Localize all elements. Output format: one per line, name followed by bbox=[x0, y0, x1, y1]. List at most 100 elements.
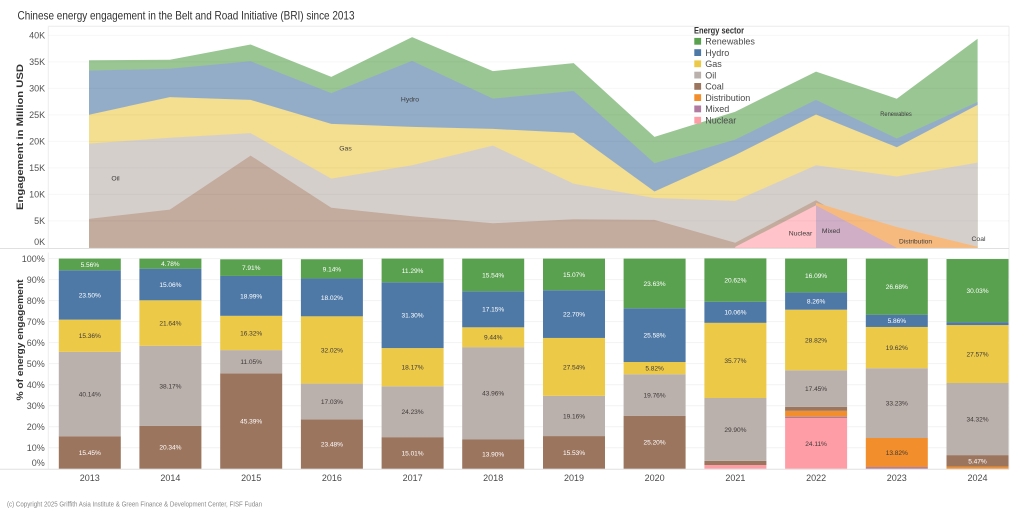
svg-text:Mixed: Mixed bbox=[822, 228, 840, 235]
svg-text:19.76%: 19.76% bbox=[644, 392, 666, 399]
svg-text:2020: 2020 bbox=[645, 473, 665, 483]
svg-text:22.70%: 22.70% bbox=[563, 312, 585, 319]
svg-text:17.45%: 17.45% bbox=[805, 386, 827, 393]
svg-text:2019: 2019 bbox=[564, 473, 584, 483]
svg-text:32.02%: 32.02% bbox=[321, 347, 343, 354]
svg-text:15K: 15K bbox=[29, 163, 45, 173]
svg-text:25K: 25K bbox=[29, 110, 45, 120]
svg-text:16.32%: 16.32% bbox=[240, 330, 262, 337]
svg-text:30.03%: 30.03% bbox=[966, 288, 988, 295]
svg-text:90%: 90% bbox=[27, 275, 45, 285]
svg-text:Distribution: Distribution bbox=[899, 238, 932, 245]
svg-text:40K: 40K bbox=[29, 31, 45, 41]
svg-text:20.62%: 20.62% bbox=[724, 278, 746, 285]
svg-text:15.06%: 15.06% bbox=[159, 282, 181, 289]
svg-text:33.23%: 33.23% bbox=[886, 401, 908, 408]
svg-text:34.32%: 34.32% bbox=[966, 417, 988, 424]
svg-text:20.34%: 20.34% bbox=[159, 445, 181, 452]
svg-text:24.11%: 24.11% bbox=[805, 441, 827, 448]
svg-text:23.48%: 23.48% bbox=[321, 441, 343, 448]
svg-text:7.91%: 7.91% bbox=[242, 265, 261, 272]
svg-text:16.09%: 16.09% bbox=[805, 273, 827, 280]
svg-text:Mixed: Mixed bbox=[705, 104, 729, 114]
svg-text:28.82%: 28.82% bbox=[805, 337, 827, 344]
svg-text:45.39%: 45.39% bbox=[240, 418, 262, 425]
svg-text:9.44%: 9.44% bbox=[484, 335, 503, 342]
svg-text:13.90%: 13.90% bbox=[482, 452, 504, 459]
svg-text:Oil: Oil bbox=[705, 70, 716, 80]
svg-text:35K: 35K bbox=[29, 57, 45, 67]
svg-text:23.50%: 23.50% bbox=[79, 292, 101, 299]
svg-text:15.54%: 15.54% bbox=[482, 272, 504, 279]
svg-text:18.02%: 18.02% bbox=[321, 295, 343, 302]
svg-text:25.20%: 25.20% bbox=[644, 440, 666, 447]
svg-text:27.57%: 27.57% bbox=[966, 351, 988, 358]
svg-text:10.06%: 10.06% bbox=[724, 310, 746, 317]
svg-text:2018: 2018 bbox=[483, 473, 503, 483]
svg-text:17.03%: 17.03% bbox=[321, 399, 343, 406]
svg-text:40%: 40% bbox=[27, 380, 45, 390]
svg-text:15.45%: 15.45% bbox=[79, 450, 101, 457]
svg-text:43.96%: 43.96% bbox=[482, 391, 504, 398]
svg-text:2024: 2024 bbox=[967, 473, 987, 483]
svg-text:0K: 0K bbox=[34, 237, 45, 247]
svg-text:18.99%: 18.99% bbox=[240, 293, 262, 300]
svg-text:10K: 10K bbox=[29, 190, 45, 200]
svg-text:5.86%: 5.86% bbox=[888, 318, 907, 325]
svg-text:Oil: Oil bbox=[111, 176, 120, 183]
svg-text:11.29%: 11.29% bbox=[402, 268, 424, 275]
svg-text:Renewables: Renewables bbox=[705, 37, 755, 47]
svg-text:5.56%: 5.56% bbox=[81, 262, 100, 269]
svg-text:% of energy engagement: % of energy engagement bbox=[15, 279, 26, 401]
svg-text:2017: 2017 bbox=[403, 473, 423, 483]
svg-text:20K: 20K bbox=[29, 137, 45, 147]
svg-text:31.30%: 31.30% bbox=[402, 313, 424, 320]
svg-text:Energy sector: Energy sector bbox=[694, 25, 744, 35]
svg-text:Engagement in Million USD: Engagement in Million USD bbox=[15, 64, 26, 210]
svg-text:80%: 80% bbox=[27, 296, 45, 306]
svg-text:2022: 2022 bbox=[806, 473, 826, 483]
svg-text:Renewables: Renewables bbox=[880, 111, 912, 118]
svg-text:50%: 50% bbox=[27, 359, 45, 369]
svg-text:Nuclear: Nuclear bbox=[789, 231, 813, 238]
svg-text:10%: 10% bbox=[27, 443, 45, 453]
svg-text:Hydro: Hydro bbox=[705, 48, 729, 58]
svg-text:Chinese energy engagement in t: Chinese energy engagement in the Belt an… bbox=[18, 9, 355, 23]
svg-text:35.77%: 35.77% bbox=[724, 358, 746, 365]
svg-text:19.62%: 19.62% bbox=[886, 345, 908, 352]
svg-text:13.82%: 13.82% bbox=[886, 450, 908, 457]
svg-text:Distribution: Distribution bbox=[705, 93, 750, 103]
svg-text:29.90%: 29.90% bbox=[724, 427, 746, 434]
svg-text:2015: 2015 bbox=[241, 473, 261, 483]
svg-text:38.17%: 38.17% bbox=[159, 383, 181, 390]
svg-text:19.16%: 19.16% bbox=[563, 413, 585, 420]
svg-text:100%: 100% bbox=[22, 254, 45, 264]
svg-text:Gas: Gas bbox=[705, 59, 722, 69]
svg-text:5.47%: 5.47% bbox=[968, 458, 987, 465]
svg-text:2014: 2014 bbox=[160, 473, 180, 483]
svg-text:2023: 2023 bbox=[887, 473, 907, 483]
svg-text:60%: 60% bbox=[27, 338, 45, 348]
svg-text:17.15%: 17.15% bbox=[482, 307, 504, 314]
svg-text:27.54%: 27.54% bbox=[563, 364, 585, 371]
svg-text:Coal: Coal bbox=[972, 236, 986, 243]
svg-text:2016: 2016 bbox=[322, 473, 342, 483]
svg-text:(c) Copyright 2025 Griffith As: (c) Copyright 2025 Griffith Asia Institu… bbox=[7, 502, 262, 509]
svg-text:26.68%: 26.68% bbox=[886, 284, 908, 291]
svg-text:21.64%: 21.64% bbox=[159, 320, 181, 327]
svg-text:23.63%: 23.63% bbox=[644, 281, 666, 288]
svg-text:15.07%: 15.07% bbox=[563, 272, 585, 279]
svg-text:9.14%: 9.14% bbox=[323, 266, 342, 273]
svg-text:0%: 0% bbox=[32, 458, 45, 468]
svg-text:24.23%: 24.23% bbox=[402, 409, 424, 416]
svg-text:Nuclear: Nuclear bbox=[705, 115, 736, 125]
svg-text:2021: 2021 bbox=[725, 473, 745, 483]
svg-text:30K: 30K bbox=[29, 84, 45, 94]
svg-text:5K: 5K bbox=[34, 216, 45, 226]
svg-text:Gas: Gas bbox=[339, 146, 352, 153]
svg-text:2013: 2013 bbox=[80, 473, 100, 483]
svg-text:8.26%: 8.26% bbox=[807, 298, 826, 305]
svg-text:25.58%: 25.58% bbox=[644, 333, 666, 340]
svg-text:Hydro: Hydro bbox=[401, 97, 419, 104]
svg-text:5.82%: 5.82% bbox=[645, 366, 664, 373]
